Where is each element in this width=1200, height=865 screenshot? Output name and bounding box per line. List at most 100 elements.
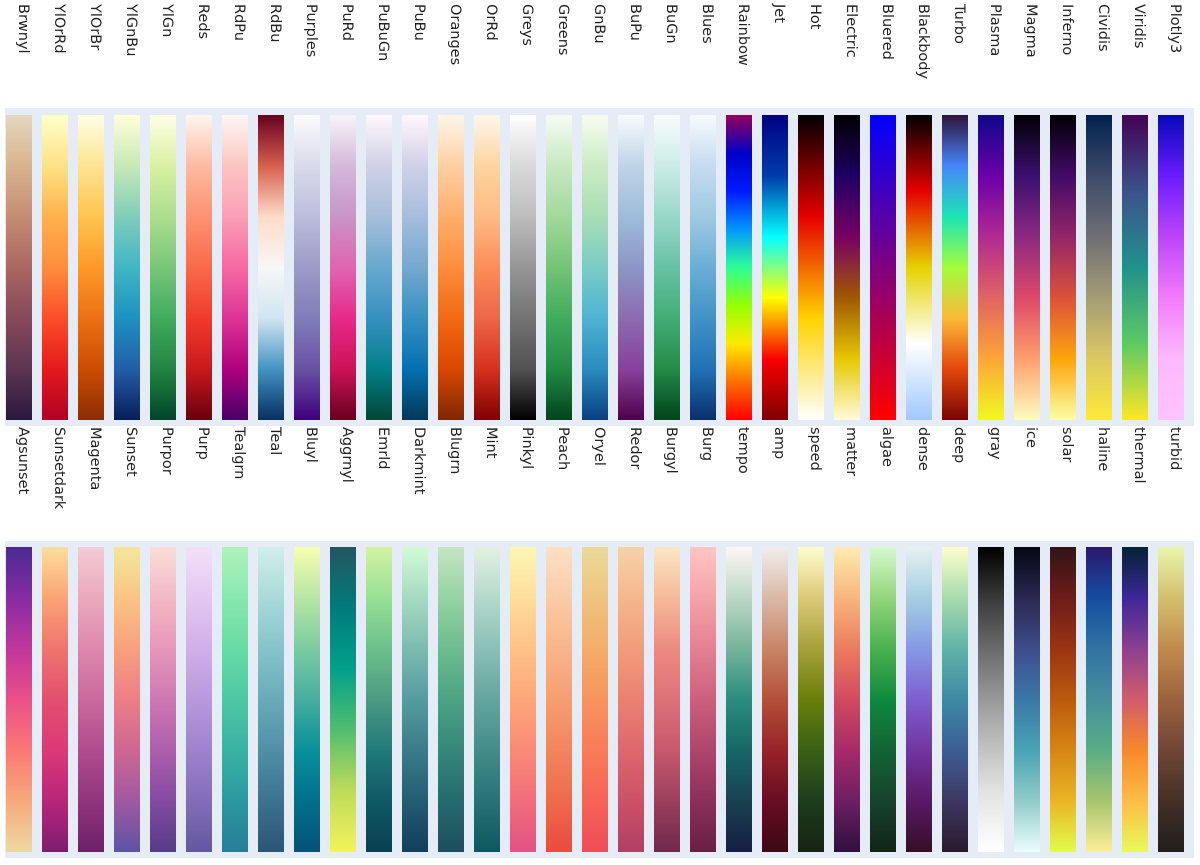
colorscale-column: PuBu bbox=[401, 0, 437, 425]
colorscale-label: Redor bbox=[627, 427, 643, 470]
colorscale-label: Blues bbox=[699, 4, 715, 44]
colorscale-bar bbox=[366, 547, 392, 852]
colorscale-column: YlGnBu bbox=[113, 0, 149, 425]
colorscale-label: Peach bbox=[555, 427, 571, 471]
colorscale-bar bbox=[978, 115, 1004, 420]
colorscale-column: Purpor bbox=[149, 425, 185, 865]
colorscale-label: BuGn bbox=[663, 4, 679, 44]
colorscale-bar bbox=[870, 115, 896, 420]
colorscale-label: Oranges bbox=[447, 4, 463, 66]
colorscale-bar bbox=[1158, 547, 1184, 852]
colorscale-column: haline bbox=[1085, 425, 1121, 865]
colorscale-label: Blackbody bbox=[915, 4, 931, 80]
colorscale-label: Bluyl bbox=[303, 427, 319, 463]
colorscale-column: Darkmint bbox=[401, 425, 437, 865]
colorscale-bar bbox=[1014, 115, 1040, 420]
colorscale-bar bbox=[510, 115, 536, 420]
colorscale-column: Bluyl bbox=[293, 425, 329, 865]
colorscale-column: Jet bbox=[761, 0, 797, 425]
colorscale-label: matter bbox=[843, 427, 859, 477]
colorscale-column: turbid bbox=[1157, 425, 1193, 865]
colorscale-bar bbox=[870, 547, 896, 852]
colorscale-bar bbox=[78, 115, 104, 420]
colorscale-column: PuRd bbox=[329, 0, 365, 425]
colorscale-label: algae bbox=[879, 427, 895, 467]
colorscale-bar bbox=[222, 115, 248, 420]
colorscale-bar bbox=[186, 115, 212, 420]
colorscale-column: Oranges bbox=[437, 0, 473, 425]
colorscale-bar bbox=[186, 547, 212, 852]
colorscale-column: BuGn bbox=[653, 0, 689, 425]
colorscale-column: Magenta bbox=[77, 425, 113, 865]
colorscale-column: dense bbox=[905, 425, 941, 865]
colorscale-column: Turbo bbox=[941, 0, 977, 425]
colorscale-bar bbox=[906, 115, 932, 420]
colorscale-column: Brwnyl bbox=[5, 0, 41, 425]
colorscale-label: BuPu bbox=[627, 4, 643, 41]
colorscale-column: Rainbow bbox=[725, 0, 761, 425]
colorscale-column: ice bbox=[1013, 425, 1049, 865]
colorscale-bar bbox=[114, 547, 140, 852]
colorscale-bar bbox=[294, 547, 320, 852]
colorscale-label: RdPu bbox=[231, 4, 247, 41]
colorscale-label: solar bbox=[1059, 427, 1075, 463]
colorscale-bar bbox=[510, 547, 536, 852]
colorscale-bar bbox=[42, 115, 68, 420]
colorscale-bar bbox=[582, 547, 608, 852]
colorscale-bar bbox=[402, 547, 428, 852]
colorscale-label: gray bbox=[987, 427, 1003, 460]
colorscale-column: Teal bbox=[257, 425, 293, 865]
colorscale-bar bbox=[1158, 115, 1184, 420]
colorscale-column: Purp bbox=[185, 425, 221, 865]
colorscale-label: dense bbox=[915, 427, 931, 471]
colorscale-label: Emrld bbox=[375, 427, 391, 470]
colorscale-label: deep bbox=[951, 427, 967, 464]
colorscale-column: Emrld bbox=[365, 425, 401, 865]
colorscale-label: YlGnBu bbox=[123, 4, 139, 57]
colorscale-bar bbox=[582, 115, 608, 420]
colorscale-column: OrRd bbox=[473, 0, 509, 425]
colorscale-bar bbox=[690, 547, 716, 852]
colorscale-row: Agsunset Sunsetdark Magenta Sunset Purpor Pur… bbox=[0, 425, 1200, 865]
colorscale-label: Hot bbox=[807, 4, 823, 30]
colorscale-bar bbox=[366, 115, 392, 420]
colorscale-bar bbox=[330, 115, 356, 420]
colorscale-bar bbox=[6, 115, 32, 420]
colorscale-bar bbox=[654, 547, 680, 852]
colorscale-label: Greens bbox=[555, 4, 571, 56]
colorscale-label: Plotly3 bbox=[1167, 4, 1183, 54]
colorscale-column: RdPu bbox=[221, 0, 257, 425]
colorscale-column: Viridis bbox=[1121, 0, 1157, 425]
colorscale-column: Blues bbox=[689, 0, 725, 425]
colorscale-bar bbox=[6, 547, 32, 852]
colorscale-label: Burg bbox=[699, 427, 715, 462]
colorscale-bar bbox=[762, 115, 788, 420]
colorscale-column: Bluered bbox=[869, 0, 905, 425]
colorscale-bar bbox=[546, 115, 572, 420]
colorscale-label: Oryel bbox=[591, 427, 607, 466]
colorscale-bar bbox=[150, 115, 176, 420]
colorscale-bar bbox=[294, 115, 320, 420]
colorscale-bar bbox=[438, 547, 464, 852]
colorscale-column: Agsunset bbox=[5, 425, 41, 865]
colorscale-bar bbox=[1122, 115, 1148, 420]
colorscale-column: GnBu bbox=[581, 0, 617, 425]
colorscale-column: thermal bbox=[1121, 425, 1157, 865]
colorscale-column: Purples bbox=[293, 0, 329, 425]
colorscale-label: YlOrRd bbox=[51, 4, 67, 54]
colorscale-column: solar bbox=[1049, 425, 1085, 865]
colorscale-bar bbox=[906, 547, 932, 852]
colorscale-bar bbox=[654, 115, 680, 420]
colorscale-label: speed bbox=[807, 427, 823, 471]
colorscale-label: Darkmint bbox=[411, 427, 427, 495]
colorscale-column: matter bbox=[833, 425, 869, 865]
colorscale-bar bbox=[618, 547, 644, 852]
colorscale-label: RdBu bbox=[267, 4, 283, 43]
colorscale-bar bbox=[942, 547, 968, 852]
colorscale-column: Sunset bbox=[113, 425, 149, 865]
colorscale-label: OrRd bbox=[483, 4, 499, 41]
colorscale-column: Plotly3 bbox=[1157, 0, 1193, 425]
colorscale-column: Inferno bbox=[1049, 0, 1085, 425]
colorscale-column: tempo bbox=[725, 425, 761, 865]
colorscale-label: GnBu bbox=[591, 4, 607, 44]
